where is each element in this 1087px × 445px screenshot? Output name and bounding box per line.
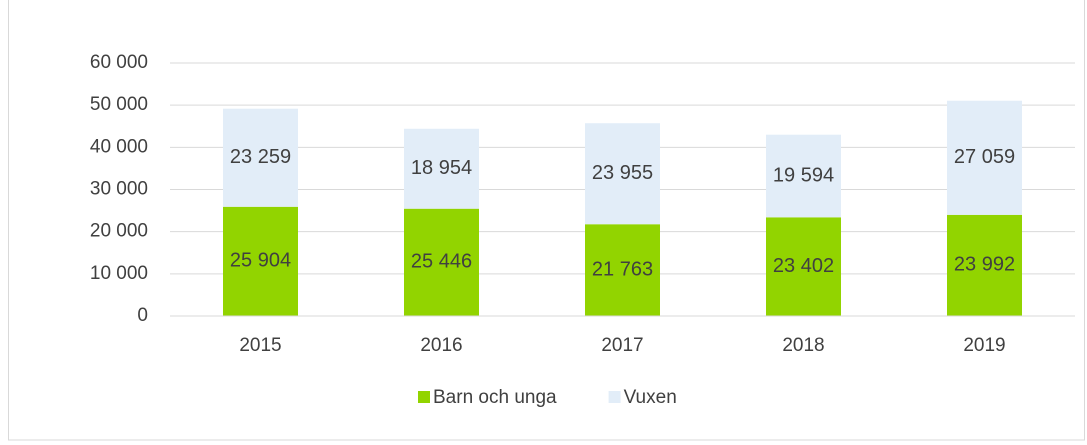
y-tick-label: 0 — [137, 305, 148, 326]
data-label: 23 402 — [773, 255, 834, 277]
data-label: 23 955 — [592, 162, 653, 184]
y-tick-label: 20 000 — [90, 221, 148, 242]
data-label: 21 763 — [592, 258, 653, 280]
legend-label: Barn och unga — [433, 387, 557, 408]
bar-segment — [404, 208, 479, 316]
bar-segment — [223, 206, 298, 316]
bar-segment — [766, 134, 841, 218]
bar-segment — [223, 108, 298, 207]
bar-segment — [947, 214, 1022, 316]
y-tick-label: 40 000 — [90, 136, 148, 157]
x-tick-label: 2016 — [420, 335, 462, 356]
y-tick-label: 60 000 — [90, 52, 148, 73]
bar-segment — [404, 128, 479, 209]
y-tick-label: 50 000 — [90, 94, 148, 115]
legend-swatch — [418, 391, 430, 403]
x-tick-label: 2019 — [963, 335, 1005, 356]
x-tick-label: 2015 — [239, 335, 281, 356]
data-label: 25 446 — [411, 251, 472, 273]
bar-segment — [585, 123, 660, 225]
bar-segment — [585, 224, 660, 316]
bar-segment — [766, 217, 841, 316]
x-tick-label: 2018 — [782, 335, 824, 356]
data-label: 23 992 — [954, 254, 1015, 276]
chart-frame — [8, 0, 1085, 441]
data-label: 23 259 — [230, 146, 291, 168]
data-label: 19 594 — [773, 164, 834, 186]
data-label: 18 954 — [411, 157, 472, 179]
legend-swatch — [608, 391, 621, 403]
legend-label: Vuxen — [624, 387, 677, 408]
data-label: 27 059 — [954, 146, 1015, 168]
y-tick-label: 10 000 — [90, 263, 148, 284]
data-label: 25 904 — [230, 250, 291, 272]
y-tick-label: 30 000 — [90, 179, 148, 200]
bar-segment — [947, 100, 1022, 215]
x-tick-label: 2017 — [601, 335, 643, 356]
